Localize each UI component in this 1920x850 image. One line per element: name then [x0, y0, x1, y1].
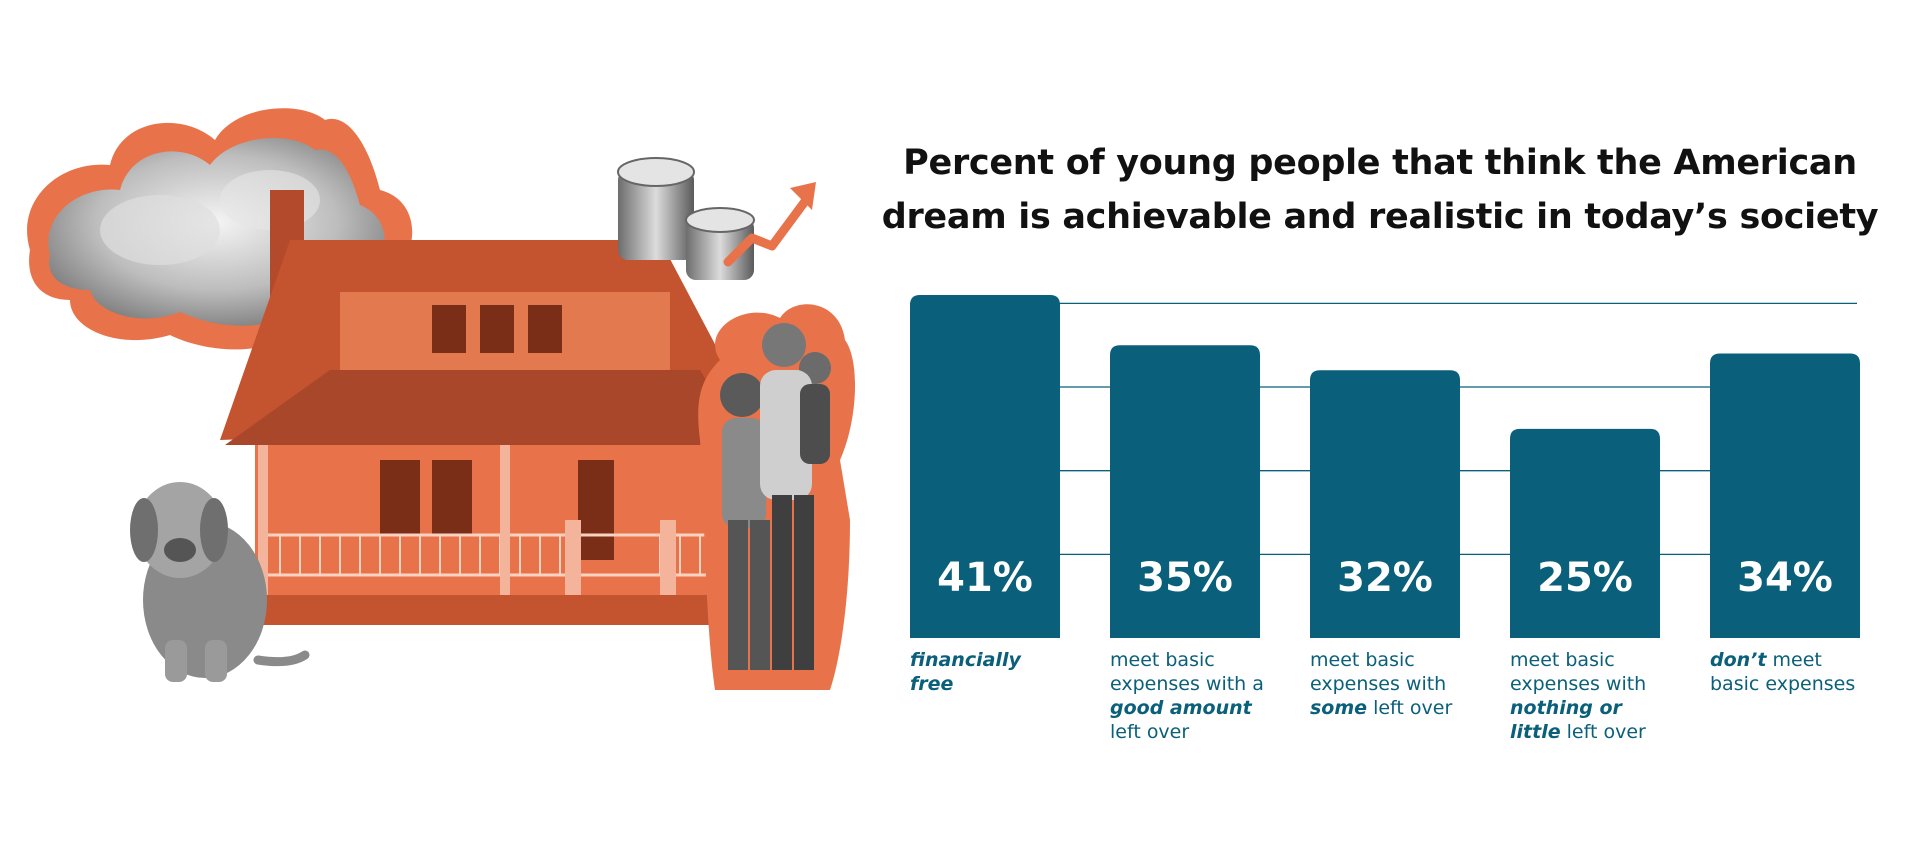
category-label-4-part-2: nothing or little	[1510, 697, 1622, 743]
category-label-1-part-1: financially	[910, 649, 1021, 671]
category-label-4-part-1: meet basic expenses with	[1510, 649, 1647, 695]
dog-image	[130, 482, 310, 682]
value-label-3: 32%	[1337, 555, 1433, 601]
house-image	[220, 190, 755, 625]
category-label-3-part-2: some	[1310, 697, 1368, 719]
category-label-3-part-3: left over	[1367, 697, 1453, 719]
category-label-1: financially free	[910, 648, 1070, 696]
category-label-5-part-1: don’t	[1710, 649, 1767, 671]
family-image	[698, 304, 856, 690]
category-label-2-part-2: good amount	[1110, 697, 1252, 719]
coin-stacks-image	[617, 157, 755, 280]
bar-chart: 41% 35% 32% 25% 34%	[910, 295, 1860, 638]
category-label-5-part-2: meet basic expenses	[1710, 649, 1856, 695]
category-label-2: meet basic expenses with a good amount l…	[1110, 648, 1270, 744]
bar-5	[1710, 353, 1860, 638]
bar-4	[1510, 428, 1660, 638]
bar-1	[910, 295, 1060, 638]
value-label-1: 41%	[937, 555, 1033, 601]
category-label-2-part-1: meet basic expenses with a	[1110, 649, 1264, 695]
up-arrow-icon	[723, 182, 816, 267]
category-label-3-part-1: meet basic expenses with	[1310, 649, 1447, 695]
collage-illustration	[27, 108, 856, 690]
chart-title-line-2: dream is achievable and realistic in tod…	[881, 197, 1879, 237]
category-label-4: meet basic expenses with nothing or litt…	[1510, 648, 1670, 744]
category-label-1-part-2: free	[910, 673, 954, 695]
chart-title: Percent of young people that think the A…	[870, 136, 1890, 244]
bar-3	[1310, 370, 1460, 638]
category-label-3: meet basic expenses with some left over	[1310, 648, 1470, 720]
bar-2	[1110, 345, 1260, 638]
category-label-5: don’t meet basic expenses	[1710, 648, 1870, 696]
value-label-5: 34%	[1737, 555, 1833, 601]
category-label-4-part-3: left over	[1560, 721, 1646, 743]
value-label-4: 25%	[1537, 555, 1633, 601]
value-label-2: 35%	[1137, 555, 1233, 601]
chart-title-line-1: Percent of young people that think the A…	[903, 143, 1857, 183]
category-label-2-part-3: left over	[1110, 721, 1190, 743]
